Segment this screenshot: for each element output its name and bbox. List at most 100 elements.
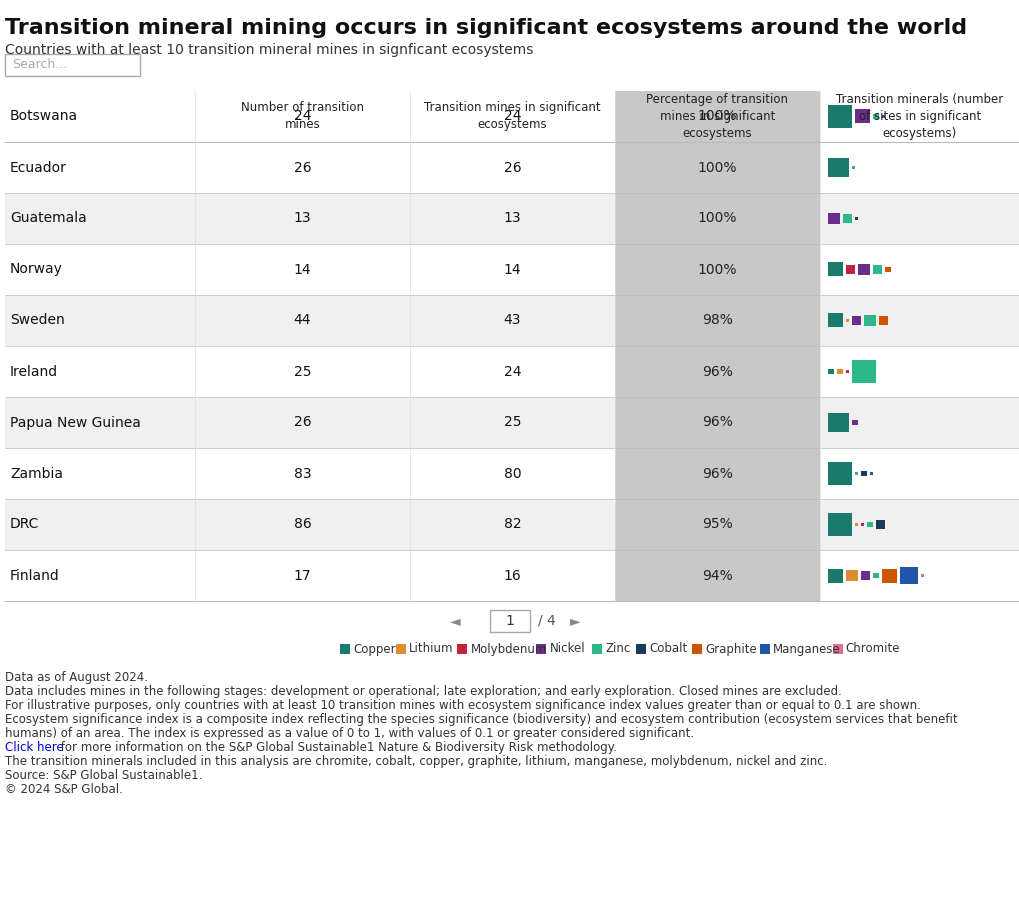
Text: 25: 25 xyxy=(293,365,311,379)
Bar xyxy=(614,244,819,295)
Text: 95%: 95% xyxy=(701,518,733,531)
Text: Transition minerals (number
of sites in significant
ecosystems): Transition minerals (number of sites in … xyxy=(836,93,1003,140)
Bar xyxy=(614,448,819,499)
Text: Lithium: Lithium xyxy=(409,643,452,656)
Bar xyxy=(863,315,875,326)
Bar xyxy=(854,217,857,220)
Text: 96%: 96% xyxy=(701,415,733,429)
Bar xyxy=(614,550,819,601)
Text: Manganese: Manganese xyxy=(771,643,840,656)
Text: humans) of an area. The index is expressed as a value of 0 to 1, with values of : humans) of an area. The index is express… xyxy=(5,727,694,740)
Text: 100%: 100% xyxy=(697,262,737,276)
Text: Botswana: Botswana xyxy=(10,110,78,123)
Text: Ecosystem significance index is a composite index reflecting the species signifi: Ecosystem significance index is a compos… xyxy=(5,713,957,726)
Text: 26: 26 xyxy=(293,415,311,429)
Bar xyxy=(845,265,854,274)
Bar xyxy=(866,521,872,528)
Bar xyxy=(5,91,1019,142)
Bar xyxy=(827,313,842,328)
Bar xyxy=(5,448,1019,499)
Bar xyxy=(860,571,869,579)
Bar xyxy=(614,397,819,448)
Text: Copper: Copper xyxy=(353,643,395,656)
Text: Finland: Finland xyxy=(10,568,60,582)
Bar xyxy=(845,370,848,373)
Bar xyxy=(845,570,857,581)
Text: / 4: / 4 xyxy=(537,614,555,628)
Text: Click here: Click here xyxy=(5,741,64,754)
Bar xyxy=(869,472,872,475)
Text: 43: 43 xyxy=(503,313,521,328)
Bar xyxy=(614,346,819,397)
Bar xyxy=(614,91,819,142)
Text: Data includes mines in the following stages: development or operational; late ex: Data includes mines in the following sta… xyxy=(5,685,841,698)
Text: Transition mineral mining occurs in significant ecosystems around the world: Transition mineral mining occurs in sign… xyxy=(5,18,966,38)
Text: 13: 13 xyxy=(293,212,311,226)
Text: 96%: 96% xyxy=(701,365,733,379)
Bar xyxy=(5,346,1019,397)
Text: 98%: 98% xyxy=(701,313,733,328)
Bar xyxy=(881,115,884,118)
Text: 94%: 94% xyxy=(701,568,733,582)
Bar xyxy=(872,265,881,274)
Bar xyxy=(592,644,601,654)
Bar xyxy=(395,644,406,654)
Text: © 2024 S&P Global.: © 2024 S&P Global. xyxy=(5,783,122,796)
Text: Cobalt: Cobalt xyxy=(649,643,687,656)
Text: 100%: 100% xyxy=(697,110,737,123)
Bar xyxy=(692,644,701,654)
Bar xyxy=(457,644,467,654)
Text: 17: 17 xyxy=(293,568,311,582)
Bar xyxy=(920,574,923,577)
Bar xyxy=(614,295,819,346)
Text: for more information on the S&P Global Sustainable1 Nature & Biodiversity Risk m: for more information on the S&P Global S… xyxy=(57,741,616,754)
FancyBboxPatch shape xyxy=(5,54,140,76)
Bar xyxy=(857,264,869,275)
Bar xyxy=(842,215,851,223)
Text: 82: 82 xyxy=(503,518,521,531)
Bar xyxy=(827,213,840,224)
Bar xyxy=(5,244,1019,295)
Bar xyxy=(5,397,1019,448)
Bar xyxy=(860,471,866,476)
Text: Guatemala: Guatemala xyxy=(10,212,87,226)
Text: Molybdenum: Molybdenum xyxy=(470,643,546,656)
Bar xyxy=(5,193,1019,244)
Text: Number of transition
mines: Number of transition mines xyxy=(240,101,364,132)
Text: 96%: 96% xyxy=(701,467,733,481)
Text: Ecuador: Ecuador xyxy=(10,160,67,174)
Bar xyxy=(614,499,819,550)
Text: 44: 44 xyxy=(293,313,311,328)
Text: Percentage of transition
mines in significant
ecosystems: Percentage of transition mines in signif… xyxy=(646,93,788,140)
Bar xyxy=(636,644,646,654)
Bar xyxy=(854,472,857,475)
Bar xyxy=(851,166,854,169)
Bar xyxy=(759,644,769,654)
Bar xyxy=(5,499,1019,550)
Bar xyxy=(851,420,857,426)
Bar xyxy=(837,368,842,374)
Text: 86: 86 xyxy=(293,518,311,531)
Text: The transition minerals included in this analysis are chromite, cobalt, copper, : The transition minerals included in this… xyxy=(5,755,826,768)
Text: 14: 14 xyxy=(293,262,311,276)
Text: Papua New Guinea: Papua New Guinea xyxy=(10,415,141,429)
Text: Sweden: Sweden xyxy=(10,313,64,328)
Bar xyxy=(827,568,842,582)
Bar xyxy=(854,523,857,526)
Bar xyxy=(827,105,851,128)
Text: Search...: Search... xyxy=(12,59,67,72)
Bar xyxy=(827,262,842,276)
Bar xyxy=(878,316,888,325)
Text: 80: 80 xyxy=(503,467,521,481)
Bar xyxy=(5,295,1019,346)
Text: ◄: ◄ xyxy=(449,614,460,628)
Bar xyxy=(614,193,819,244)
Text: 24: 24 xyxy=(503,365,521,379)
Text: Data as of August 2024.: Data as of August 2024. xyxy=(5,671,148,684)
Text: Norway: Norway xyxy=(10,262,63,276)
Bar xyxy=(845,319,848,322)
Bar xyxy=(872,113,878,120)
Text: 24: 24 xyxy=(503,110,521,123)
Bar xyxy=(827,462,851,484)
Bar xyxy=(827,157,848,178)
